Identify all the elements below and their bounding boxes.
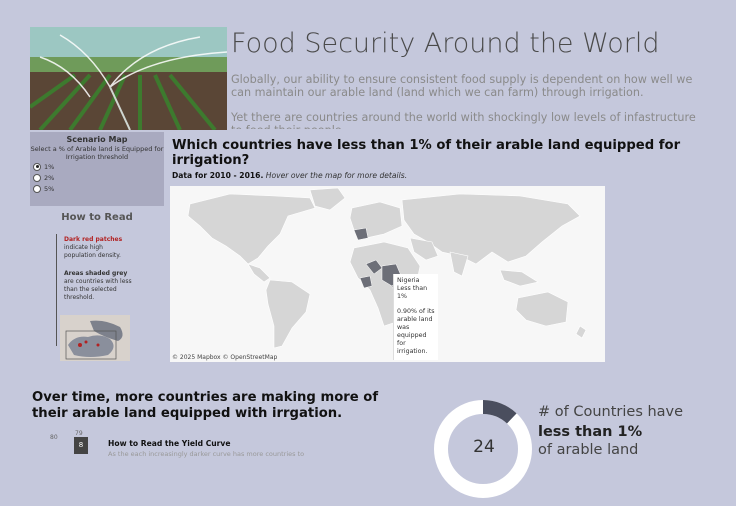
map-tooltip: Nigeria Less than 1% 0.90% of its arable… <box>393 274 438 360</box>
kpi-label-line-1: # of Countries have <box>538 404 684 420</box>
axis-tick-label: 80 <box>50 434 58 441</box>
map-hint: Hover over the map for more details. <box>265 171 408 180</box>
kpi-label-line-2: less than 1% <box>538 424 643 440</box>
kpi-count: 24 <box>473 437 495 457</box>
radio-icon[interactable] <box>33 184 41 193</box>
scenario-map-panel: Scenario Map Select a % of Arable land i… <box>30 132 164 206</box>
hero-irrigation-image <box>30 27 227 130</box>
intro-paragraph-1: Globally, our ability to ensure consiste… <box>231 73 693 99</box>
map-credit: © 2025 Mapbox © OpenStreetMap <box>172 354 278 361</box>
red-patches-text: indicate high population density. <box>64 244 121 259</box>
scenario-option-1pct[interactable]: 1% <box>33 161 164 172</box>
grey-areas-text: are countries with less than the selecte… <box>64 278 132 301</box>
scenario-option-label: 1% <box>44 162 55 171</box>
trend-section-title: Over time, more countries are making mor… <box>32 390 379 421</box>
scenario-description: Select a % of Arable land is Equipped fo… <box>30 145 164 161</box>
scenario-title: Scenario Map <box>66 135 128 144</box>
page-title: Food Security Around the World <box>231 28 660 59</box>
map-section-subtitle: Data for 2010 - 2016. Hover over the map… <box>172 171 407 180</box>
how-to-read-title: How to Read <box>61 212 133 223</box>
scenario-option-2pct[interactable]: 2% <box>33 172 164 183</box>
intro-paragraph-2: Yet there are countries around the world… <box>231 111 696 129</box>
year-marker: 8 <box>74 437 88 454</box>
map-section-title: Which countries have less than 1% of the… <box>172 138 681 168</box>
radio-selected-icon[interactable] <box>33 162 41 171</box>
tooltip-category: Less than 1% <box>397 285 428 300</box>
how-to-read-red-note: Dark red patches indicate high populatio… <box>64 236 136 260</box>
how-to-read-grey-note: Areas shaded grey are countries with les… <box>64 270 136 302</box>
scenario-option-5pct[interactable]: 5% <box>33 183 164 194</box>
yield-curve-title: How to Read the Yield Curve <box>108 439 231 448</box>
data-range-label: Data for 2010 - 2016. <box>172 171 264 180</box>
how-to-read-connector <box>56 234 57 346</box>
svg-text:8: 8 <box>79 441 83 449</box>
scenario-option-label: 5% <box>44 184 55 193</box>
axis-tick-label: 79 <box>75 430 83 437</box>
red-patches-label: Dark red patches <box>64 236 123 243</box>
tooltip-detail: 0.90% of its arable land was equipped fo… <box>397 308 435 355</box>
donut-highlight-segment <box>434 400 532 498</box>
tooltip-country: Nigeria <box>397 277 420 284</box>
grey-areas-label: Areas shaded grey <box>64 270 128 277</box>
intro-text: Globally, our ability to ensure consiste… <box>231 73 701 129</box>
scenario-option-label: 2% <box>44 173 55 182</box>
yield-curve-description: As the each increasingly darker curve ha… <box>108 450 305 458</box>
world-map[interactable] <box>170 186 605 362</box>
how-to-read-map-thumbnail <box>60 315 130 361</box>
radio-icon[interactable] <box>33 173 41 182</box>
kpi-label-line-3: of arable land <box>538 442 639 458</box>
